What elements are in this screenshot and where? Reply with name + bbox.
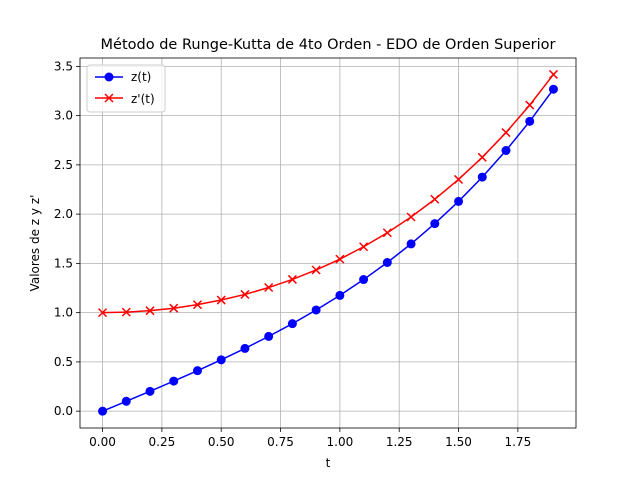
legend-entry-zprime: z'(t) <box>95 92 155 106</box>
data-point <box>121 396 131 406</box>
data-point <box>548 69 558 79</box>
x-tick-label: 0.50 <box>208 435 235 449</box>
x-tick-label: 1.75 <box>504 435 531 449</box>
data-point <box>335 290 345 300</box>
data-point <box>501 128 511 138</box>
x-tick-label: 0.25 <box>149 435 176 449</box>
legend-label-zprime: z'(t) <box>131 92 155 106</box>
legend-marker-zprime <box>104 93 114 103</box>
data-point <box>406 239 416 249</box>
data-point <box>145 306 155 316</box>
y-tick-label: 2.5 <box>54 158 73 172</box>
data-point <box>359 242 369 252</box>
data-point <box>548 84 558 94</box>
data-point <box>98 406 108 416</box>
data-point <box>98 308 108 318</box>
data-point <box>477 172 487 182</box>
data-point <box>192 300 203 310</box>
x-tick-label: 1.50 <box>445 435 472 449</box>
data-point <box>382 228 392 238</box>
legend-entry-z: z(t) <box>95 70 151 84</box>
y-tick-label: 1.5 <box>54 256 73 270</box>
data-point <box>382 258 392 268</box>
data-point <box>145 386 155 396</box>
data-point <box>216 355 226 365</box>
data-point <box>430 219 440 229</box>
data-point <box>406 212 416 222</box>
data-point <box>453 174 464 184</box>
axes: 0.00 0.25 0.50 0.75 1.00 1.25 1.50 1.75 0.0 0.5 1.… <box>54 59 531 449</box>
data-point <box>240 343 250 353</box>
data-point <box>192 366 202 376</box>
legend-label-z: z(t) <box>131 70 151 84</box>
x-tick-label: 0.75 <box>267 435 294 449</box>
y-tick-label: 3.5 <box>54 59 73 73</box>
data-point <box>525 100 535 110</box>
x-tick-label: 1.25 <box>386 435 413 449</box>
data-point <box>264 331 274 341</box>
y-tick-label: 0.0 <box>54 404 73 418</box>
legend-marker-z <box>104 72 114 82</box>
data-point <box>264 282 274 293</box>
data-point <box>477 152 487 162</box>
series-1 <box>98 69 558 318</box>
series-layer <box>98 69 558 416</box>
y-tick-label: 3.0 <box>54 109 73 123</box>
y-tick-label: 1.0 <box>54 306 73 320</box>
data-point <box>240 289 250 299</box>
x-tick-label: 0.00 <box>89 435 116 449</box>
data-point <box>525 116 535 126</box>
x-axis-label: t <box>326 456 331 470</box>
data-point <box>287 274 297 284</box>
x-tick-label: 1.00 <box>327 435 354 449</box>
data-point <box>287 319 297 329</box>
data-point <box>430 194 440 204</box>
data-point <box>169 376 179 386</box>
legend: z(t) z'(t) <box>86 64 166 113</box>
y-tick-label: 0.5 <box>54 355 73 369</box>
data-point <box>121 307 131 317</box>
data-point <box>311 305 321 315</box>
data-point <box>169 303 179 313</box>
plot-frame <box>79 57 577 429</box>
series-0 <box>98 84 558 416</box>
data-point <box>335 254 345 264</box>
data-point <box>216 295 226 305</box>
data-point <box>359 275 369 285</box>
data-point <box>311 265 321 275</box>
data-point <box>501 146 511 155</box>
y-tick-label: 2.0 <box>54 207 73 221</box>
data-point <box>454 196 464 206</box>
y-axis-label: Valores de z y z' <box>28 195 42 292</box>
chart-title: Método de Runge-Kutta de 4to Orden - EDO… <box>101 37 556 53</box>
